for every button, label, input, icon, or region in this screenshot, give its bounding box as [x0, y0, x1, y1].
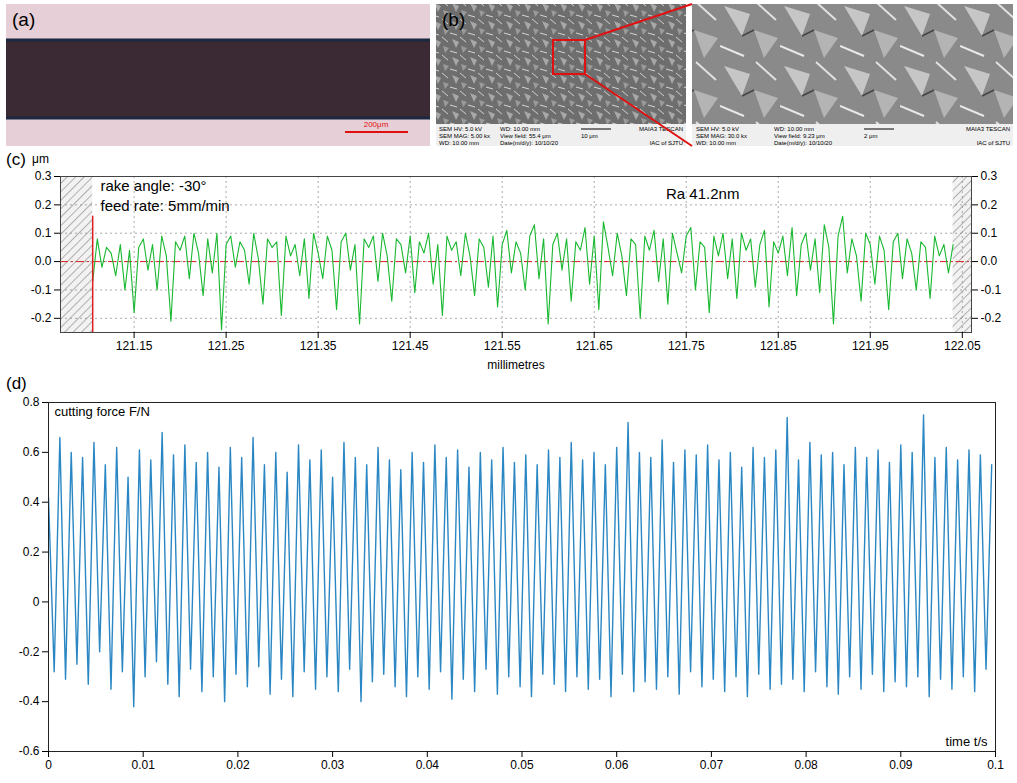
svg-text:Date(m/d/y): 10/10/20: Date(m/d/y): 10/10/20 — [500, 140, 559, 146]
svg-text:121.65: 121.65 — [576, 339, 613, 353]
svg-text:2 μm: 2 μm — [864, 133, 877, 139]
svg-text:121.85: 121.85 — [760, 339, 797, 353]
svg-text:121.45: 121.45 — [392, 339, 429, 353]
svg-text:rake angle: -30°: rake angle: -30° — [101, 177, 207, 194]
svg-text:-0.1: -0.1 — [981, 283, 1002, 297]
html-text:(d): (d) — [6, 374, 27, 393]
svg-text:0.06: 0.06 — [605, 758, 629, 772]
svg-text:0.1: 0.1 — [981, 226, 998, 240]
svg-text:View field: 9.23 μm: View field: 9.23 μm — [774, 133, 825, 139]
svg-text:0.09: 0.09 — [889, 758, 913, 772]
svg-text:-0.4: -0.4 — [19, 694, 40, 708]
svg-text:-0.2: -0.2 — [19, 645, 40, 659]
svg-text:SEM MAG: 5.00 kx: SEM MAG: 5.00 kx — [439, 133, 490, 139]
svg-text:View field: 55.4 μm: View field: 55.4 μm — [500, 133, 551, 139]
svg-text:0.0: 0.0 — [981, 254, 998, 268]
svg-text:0.05: 0.05 — [510, 758, 534, 772]
svg-text:WD: 10.00 mm: WD: 10.00 mm — [439, 140, 479, 146]
svg-text:SEM MAG: 30.0 kx: SEM MAG: 30.0 kx — [696, 133, 747, 139]
svg-text:121.95: 121.95 — [852, 339, 889, 353]
svg-text:0.02: 0.02 — [226, 758, 250, 772]
svg-text:0: 0 — [33, 595, 40, 609]
svg-text:0.6: 0.6 — [23, 445, 40, 459]
svg-text:time t/s: time t/s — [946, 734, 988, 749]
svg-text:Ra 41.2nm: Ra 41.2nm — [666, 185, 739, 202]
svg-text:-0.2: -0.2 — [31, 311, 52, 325]
svg-text:10 μm: 10 μm — [581, 133, 598, 139]
svg-text:WD: 10.00 mm: WD: 10.00 mm — [500, 126, 540, 132]
svg-text:0.2: 0.2 — [23, 545, 40, 559]
svg-text:121.15: 121.15 — [116, 339, 153, 353]
svg-text:MAIA3 TESCAN: MAIA3 TESCAN — [639, 126, 683, 132]
svg-text:200μm: 200μm — [364, 120, 389, 129]
svg-text:122.05: 122.05 — [944, 339, 981, 353]
svg-text:0.03: 0.03 — [321, 758, 345, 772]
svg-text:0.01: 0.01 — [132, 758, 156, 772]
svg-text:WD: 10.00 mm: WD: 10.00 mm — [696, 140, 736, 146]
svg-text:0.04: 0.04 — [416, 758, 440, 772]
svg-text:0.4: 0.4 — [23, 495, 40, 509]
svg-text:0.8: 0.8 — [23, 395, 40, 409]
svg-text:121.25: 121.25 — [208, 339, 245, 353]
svg-text:0.0: 0.0 — [35, 254, 52, 268]
svg-text:121.35: 121.35 — [300, 339, 337, 353]
svg-text:0: 0 — [45, 758, 52, 772]
svg-text:0.2: 0.2 — [35, 198, 52, 212]
svg-text:SEM HV: 5.0 kV: SEM HV: 5.0 kV — [696, 126, 739, 132]
svg-text:-0.1: -0.1 — [31, 283, 52, 297]
svg-text:0.1: 0.1 — [35, 226, 52, 240]
svg-text:0.07: 0.07 — [700, 758, 724, 772]
svg-text:0.3: 0.3 — [35, 169, 52, 183]
svg-text:feed rate: 5mm/min: feed rate: 5mm/min — [101, 197, 230, 214]
svg-text:MAIA3 TESCAN: MAIA3 TESCAN — [966, 126, 1010, 132]
svg-text:IAC of SJTU: IAC of SJTU — [650, 140, 683, 146]
svg-text:SEM HV: 5.0 kV: SEM HV: 5.0 kV — [439, 126, 482, 132]
svg-text:WD: 10.00 mm: WD: 10.00 mm — [774, 126, 814, 132]
svg-text:IAC of SJTU: IAC of SJTU — [977, 140, 1010, 146]
svg-text:121.75: 121.75 — [668, 339, 705, 353]
svg-text:(b): (b) — [442, 9, 465, 30]
html-text:(c) μm: (c) μm — [6, 150, 49, 169]
svg-text:-0.2: -0.2 — [981, 311, 1002, 325]
svg-text:(a): (a) — [12, 9, 35, 30]
svg-text:-0.6: -0.6 — [19, 744, 40, 758]
svg-text:121.55: 121.55 — [484, 339, 521, 353]
svg-text:0.08: 0.08 — [794, 758, 818, 772]
svg-text:0.1: 0.1 — [987, 758, 1004, 772]
svg-text:cutting force F/N: cutting force F/N — [55, 404, 150, 419]
svg-text:Date(m/d/y): 10/10/20: Date(m/d/y): 10/10/20 — [774, 140, 833, 146]
svg-text:0.2: 0.2 — [981, 198, 998, 212]
svg-text:millimetres: millimetres — [487, 358, 544, 372]
svg-text:0.3: 0.3 — [981, 169, 998, 183]
